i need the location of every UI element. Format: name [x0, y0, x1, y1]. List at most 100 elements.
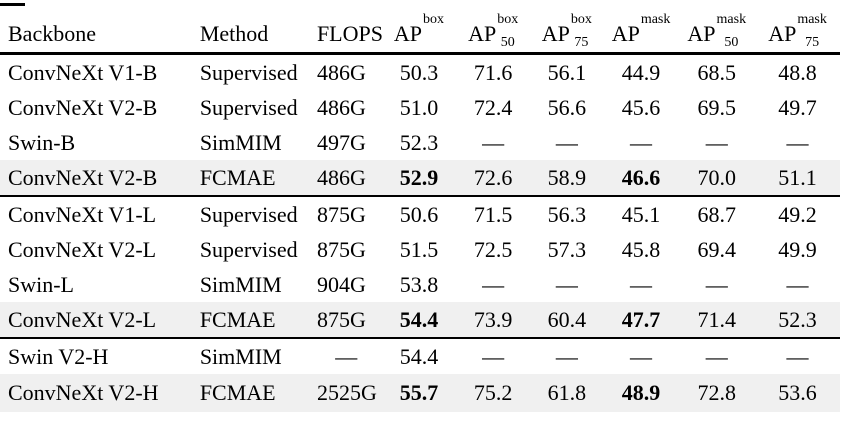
col-header-ap50-box: AP box 50: [456, 0, 530, 55]
cell-method: FCMAE: [191, 302, 311, 338]
cell-flops: —: [310, 337, 382, 374]
cell-ap-mask: —: [630, 129, 653, 155]
cell-ap50-box: 72.6: [456, 160, 530, 196]
ap-label: AP: [468, 21, 497, 46]
col-header-backbone: Backbone: [0, 0, 192, 55]
cell-ap50-mask: 69.5: [697, 94, 737, 120]
col-header-ap50-mask: AP mask 50: [678, 0, 756, 55]
cell-ap50-mask: —: [678, 337, 756, 374]
cell-ap75-box: 56.3: [530, 195, 604, 232]
col-header-ap-mask: AP mask: [603, 0, 679, 55]
cell-flops: 875G: [316, 236, 366, 262]
cell-ap50-box: 72.5: [473, 236, 513, 262]
cell-ap50-box: —: [456, 337, 530, 374]
cell-backbone: Swin-L: [8, 271, 74, 297]
col-header-method: Method: [191, 0, 311, 55]
cell-ap-mask: 45.8: [621, 236, 661, 262]
cell-method: Supervised: [199, 236, 298, 262]
cropped-rule-artifact: [0, 3, 25, 6]
cell-method: FCMAE: [191, 374, 311, 412]
cell-method: SimMIM: [191, 337, 311, 374]
table-row: ConvNeXt V1-L Supervised 875G 50.6 71.5 56.3 4…: [0, 195, 840, 232]
cell-method: Supervised: [199, 94, 298, 120]
table-row: ConvNeXt V2-B FCMAE 486G 52.9 72.6 58.9 46.6 70…: [0, 160, 840, 196]
ap-superscript: mask: [797, 12, 827, 28]
cell-ap-box: 53.8: [399, 271, 439, 297]
table-row: ConvNeXt V2-H FCMAE 2525G 55.7 75.2 61.8 48.9 7…: [0, 374, 840, 412]
cell-method: Supervised: [199, 59, 298, 85]
cell-ap50-mask: 68.7: [678, 195, 756, 232]
cell-ap75-mask: 51.1: [755, 160, 840, 196]
cell-ap-box: 51.0: [399, 94, 439, 120]
cell-ap75-mask: 48.8: [778, 59, 817, 85]
cell-ap75-box: —: [555, 271, 578, 297]
cell-ap-box: 50.3: [399, 59, 439, 85]
cell-method: SimMIM: [199, 271, 282, 297]
cell-ap50-box: —: [482, 271, 505, 297]
cell-ap-mask: —: [603, 337, 679, 374]
ap-superscript: box: [570, 12, 592, 28]
ap-subscript: 75: [574, 35, 589, 51]
cell-ap-mask: 45.1: [603, 195, 679, 232]
cell-ap-box: 54.4: [381, 302, 457, 338]
col-header-ap75-mask: AP mask 75: [755, 0, 840, 55]
cell-flops: 904G: [316, 271, 366, 297]
cell-method: FCMAE: [191, 160, 311, 196]
cell-ap-box: 50.6: [381, 195, 457, 232]
cell-ap75-box: 58.9: [530, 160, 604, 196]
cell-ap-box: 52.9: [381, 160, 457, 196]
cell-flops: 875G: [310, 195, 382, 232]
cell-method: SimMIM: [199, 129, 282, 155]
table-row: ConvNeXt V1-B Supervised 486G 50.3 71.6 56.1 4…: [0, 54, 840, 91]
header-row: Backbone Method FLOPS AP box AP box 50 AP bo…: [0, 0, 840, 55]
ap-superscript: box: [497, 12, 519, 28]
table-row: ConvNeXt V2-L Supervised 875G 51.5 72.5 57.3 4…: [0, 232, 840, 267]
cell-ap-box: 54.4: [381, 337, 457, 374]
cell-ap50-mask: —: [705, 129, 728, 155]
cell-ap-box: 51.5: [399, 236, 439, 262]
cell-ap50-box: 72.4: [473, 94, 513, 120]
cell-ap75-box: 60.4: [530, 302, 604, 338]
ap-label: AP: [541, 21, 570, 46]
col-header-flops: FLOPS: [310, 0, 383, 55]
ap-superscript: box: [423, 12, 445, 28]
cell-ap75-mask: 52.3: [755, 302, 840, 338]
cell-flops: 486G: [316, 94, 366, 120]
cell-backbone: ConvNeXt V2-L: [0, 302, 192, 338]
cell-ap75-mask: 49.9: [778, 236, 817, 262]
cell-ap75-mask: 53.6: [755, 374, 840, 412]
cell-flops: 875G: [310, 302, 382, 338]
cell-backbone: Swin V2-H: [0, 337, 192, 374]
cell-backbone: ConvNeXt V2-B: [0, 160, 192, 196]
cell-flops: 497G: [316, 129, 366, 155]
cell-ap-mask: 48.9: [603, 374, 679, 412]
cell-ap50-box: 71.5: [456, 195, 530, 232]
cell-backbone: ConvNeXt V2-L: [8, 236, 157, 262]
table-row: Swin-L SimMIM 904G 53.8 — — — — —: [0, 267, 840, 302]
ap-label: AP: [687, 21, 716, 46]
cell-ap75-box: 56.1: [547, 59, 587, 85]
table-header: Backbone Method FLOPS AP box AP box 50 AP bo…: [0, 0, 840, 55]
cell-ap50-box: 73.9: [456, 302, 530, 338]
cell-ap50-mask: 69.4: [697, 236, 737, 262]
cell-ap75-box: —: [530, 337, 604, 374]
cell-ap75-mask: 49.2: [755, 195, 840, 232]
results-table: Backbone Method FLOPS AP box AP box 50 AP bo…: [0, 0, 840, 412]
cell-ap-mask: 44.9: [621, 59, 661, 85]
cell-ap-mask: 47.7: [603, 302, 679, 338]
cell-backbone: ConvNeXt V1-B: [8, 59, 158, 85]
ap-superscript: mask: [716, 12, 747, 28]
table-row: ConvNeXt V2-B Supervised 486G 51.0 72.4 56.6 4…: [0, 90, 840, 125]
cell-ap75-mask: —: [786, 271, 809, 297]
cell-ap50-box: 75.2: [456, 374, 530, 412]
cell-ap50-box: 71.6: [473, 59, 513, 85]
cell-ap75-mask: —: [786, 129, 809, 155]
col-header-ap75-box: AP box 75: [530, 0, 604, 55]
ap-subscript: 50: [724, 35, 739, 51]
table-row: Swin-B SimMIM 497G 52.3 — — — — —: [0, 125, 840, 160]
ap-label: AP: [768, 21, 797, 46]
table-body: ConvNeXt V1-B Supervised 486G 50.3 71.6 56.1 4…: [0, 54, 840, 412]
cell-ap75-box: 57.3: [547, 236, 587, 262]
cell-ap-mask: 46.6: [603, 160, 679, 196]
